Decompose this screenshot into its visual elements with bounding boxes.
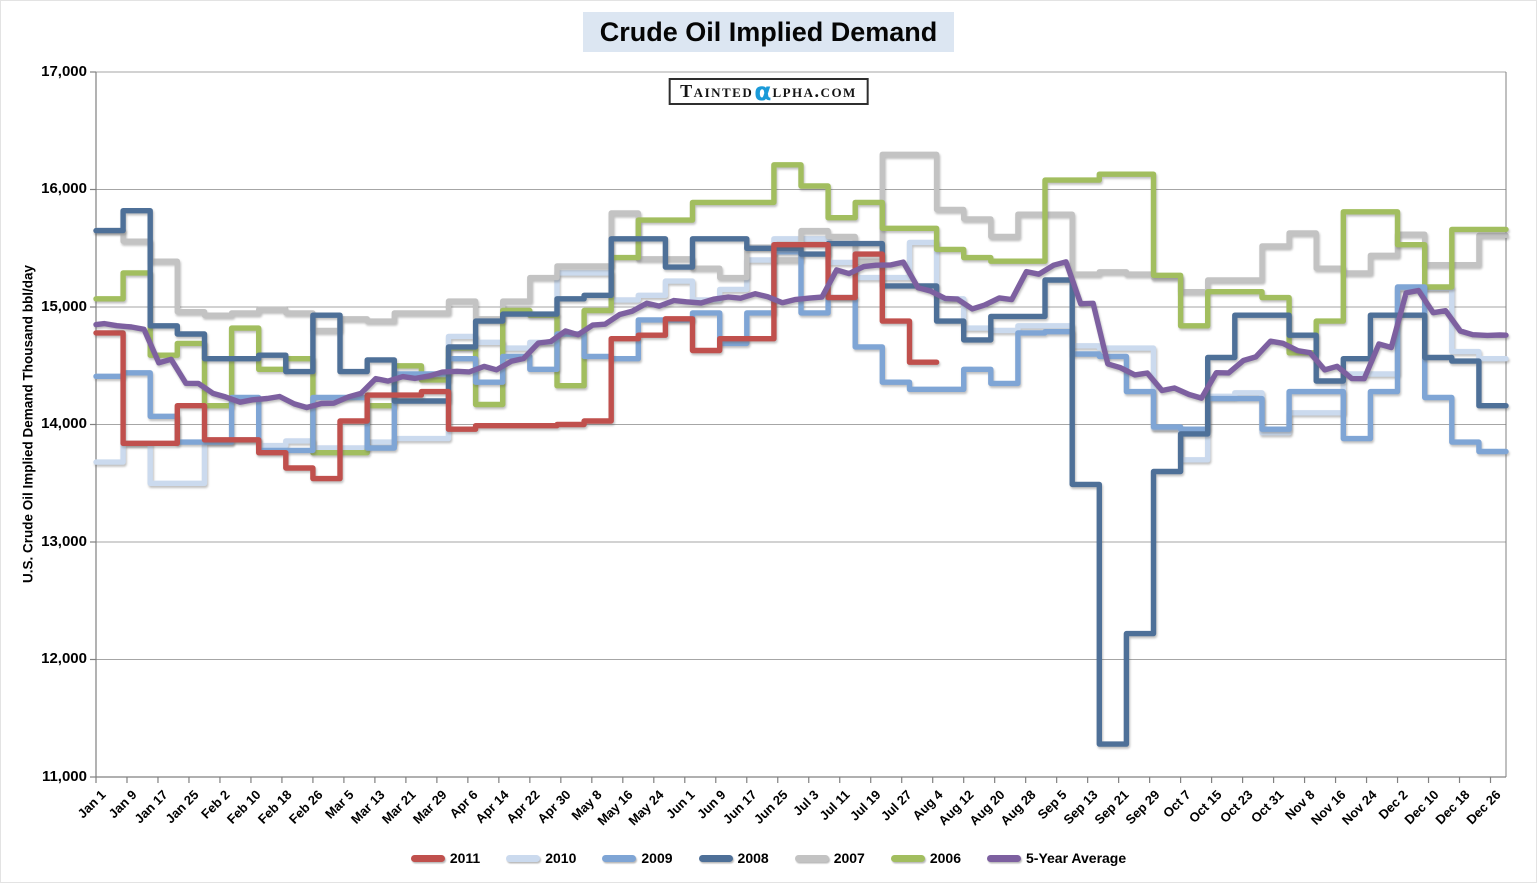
legend-label: 2006 — [929, 850, 961, 866]
legend-item-2010: 2010 — [506, 850, 576, 866]
legend-swatch-icon — [602, 854, 637, 862]
legend-label: 2010 — [545, 850, 577, 866]
legend-item-2009: 2009 — [602, 850, 673, 866]
legend-item-2006: 2006 — [890, 850, 961, 866]
legend-item-2008: 2008 — [698, 850, 769, 866]
legend-label: 2008 — [737, 850, 769, 866]
legend-label: 2007 — [833, 850, 865, 866]
chart-title-row: Crude Oil Implied Demand — [1, 12, 1536, 52]
legend-label: 5-Year Average — [1026, 850, 1127, 866]
y-tick-label: 16,000 — [41, 180, 87, 197]
series-line-5-year-average — [93, 259, 1509, 411]
y-tick-label: 14,000 — [41, 415, 87, 432]
series-line-2008 — [93, 208, 1509, 747]
chart-title: Crude Oil Implied Demand — [582, 12, 955, 52]
legend-label: 2011 — [449, 850, 481, 866]
series-line-2010 — [93, 236, 1509, 486]
watermark-prefix: Tainted — [680, 81, 754, 101]
series-line-2006 — [93, 162, 1509, 456]
legend-swatch-icon — [410, 854, 445, 862]
y-tick-label: 13,000 — [41, 532, 87, 550]
legend: 2011 2010 2009 2008 2007 2006 5-Year Average — [1, 850, 1536, 866]
watermark-badge: Taintedαlpha.com — [668, 78, 869, 105]
y-tick-label: 11,000 — [41, 767, 87, 785]
series-line-2009 — [93, 249, 1509, 455]
legend-swatch-icon — [890, 854, 925, 862]
legend-swatch-icon — [987, 854, 1021, 862]
legend-swatch-icon — [698, 854, 733, 862]
legend-swatch-icon — [506, 854, 541, 862]
y-tick-label: 15,000 — [41, 297, 87, 315]
series-line-2011 — [93, 242, 940, 482]
y-tick-label: 12,000 — [41, 650, 87, 667]
watermark-suffix: lpha.com — [772, 81, 857, 101]
legend-swatch-icon — [794, 854, 829, 862]
legend-item-2007: 2007 — [794, 850, 865, 866]
legend-item-2011: 2011 — [410, 850, 481, 866]
legend-item-5-year-average: 5-Year Average — [987, 850, 1126, 866]
watermark-alpha-icon: α — [754, 77, 772, 106]
y-tick-label: 17,000 — [41, 62, 87, 80]
legend-label: 2009 — [641, 850, 673, 866]
